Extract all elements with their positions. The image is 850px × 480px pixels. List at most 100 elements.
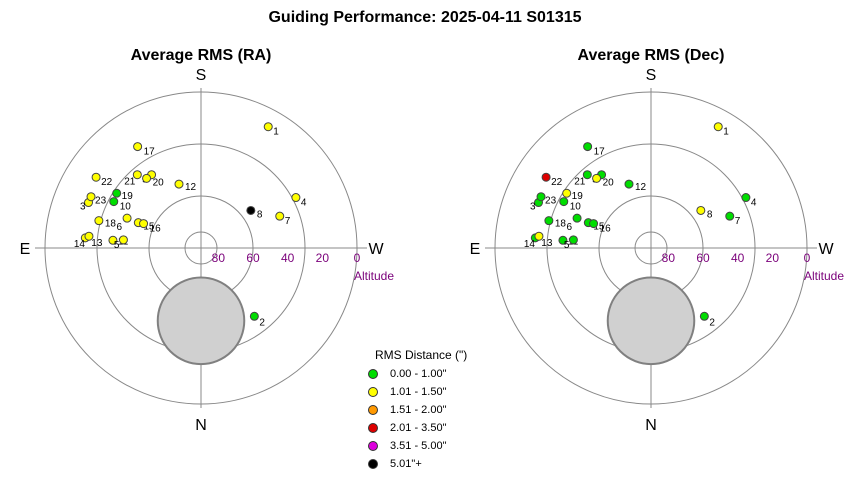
legend-item: 1.01 - 1.50" xyxy=(360,383,480,401)
data-point xyxy=(699,311,709,321)
data-point-label: 4 xyxy=(751,198,757,209)
direction-label-s: S xyxy=(196,67,207,84)
altitude-tick-label: 40 xyxy=(281,251,295,265)
data-point-label: 2 xyxy=(709,317,715,328)
data-point-label: 15 xyxy=(593,222,605,233)
data-point-label: 18 xyxy=(555,219,567,230)
data-point-label: 1 xyxy=(723,127,729,138)
data-point xyxy=(108,235,118,245)
data-point-label: 6 xyxy=(117,222,123,233)
data-point-label: 8 xyxy=(707,209,713,220)
data-point-label: 20 xyxy=(603,177,615,188)
data-point-label: 10 xyxy=(570,202,582,213)
data-point-label: 23 xyxy=(95,196,107,207)
data-point-label: 3 xyxy=(80,202,86,213)
data-point-label: 18 xyxy=(105,219,117,230)
direction-label-w: W xyxy=(368,241,384,258)
legend-swatch xyxy=(368,387,378,397)
data-point xyxy=(568,235,578,245)
data-point-label: 13 xyxy=(91,238,103,249)
data-point-label: 21 xyxy=(124,177,136,188)
legend-swatch xyxy=(368,369,378,379)
data-point-label: 7 xyxy=(735,216,741,227)
data-point-label: 5 xyxy=(114,240,120,251)
altitude-tick-label: 0 xyxy=(804,251,811,265)
legend-item-label: 2.01 - 3.50" xyxy=(390,422,447,434)
direction-label-n: N xyxy=(645,417,657,434)
legend-item-label: 5.01"+ xyxy=(390,458,422,470)
data-point-label: 10 xyxy=(120,202,132,213)
data-point-label: 23 xyxy=(545,196,557,207)
data-point xyxy=(589,219,599,229)
data-point xyxy=(263,122,273,132)
data-point xyxy=(246,205,256,215)
legend-item: 0.00 - 1.00" xyxy=(360,365,480,383)
data-point xyxy=(534,231,544,241)
altitude-tick-label: 80 xyxy=(662,251,676,265)
data-point-label: 16 xyxy=(150,224,162,235)
data-point xyxy=(713,122,723,132)
data-point xyxy=(725,211,735,221)
data-point xyxy=(91,172,101,182)
legend-item: 2.01 - 3.50" xyxy=(360,419,480,437)
legend-swatch xyxy=(368,405,378,415)
data-point xyxy=(275,211,285,221)
data-point xyxy=(583,142,593,152)
polar-chart-dec: Average RMS (Dec)SNE W80 60 40 20 0Altitude12… xyxy=(470,47,845,434)
data-point xyxy=(291,193,301,203)
data-point-label: 15 xyxy=(143,222,155,233)
data-point xyxy=(544,216,554,226)
panel-title: Average RMS (RA) xyxy=(131,47,272,64)
data-point xyxy=(112,188,122,198)
data-point-label: 19 xyxy=(572,191,584,202)
data-point-label: 2 xyxy=(259,317,265,328)
legend-item: 1.51 - 2.00" xyxy=(360,401,480,419)
altitude-axis-label: Altitude xyxy=(804,269,844,283)
obstruction-zone xyxy=(156,276,246,366)
legend-item-label: 3.51 - 5.00" xyxy=(390,440,447,452)
data-point xyxy=(142,173,152,183)
data-point xyxy=(624,179,634,189)
data-point xyxy=(249,311,259,321)
data-point-label: 19 xyxy=(122,191,134,202)
data-point-label: 14 xyxy=(74,239,86,250)
data-point xyxy=(122,213,132,223)
data-point xyxy=(559,197,569,207)
data-point-label: 16 xyxy=(600,224,612,235)
legend-item-label: 1.51 - 2.00" xyxy=(390,404,447,416)
data-point xyxy=(562,188,572,198)
data-point xyxy=(109,197,119,207)
altitude-axis-label: Altitude xyxy=(354,269,394,283)
data-point xyxy=(741,193,751,203)
polar-chart-ra: Average RMS (RA)SNE W80 60 40 20 0Altitude123… xyxy=(20,47,395,434)
data-point-label: 17 xyxy=(594,147,606,158)
data-point-label: 7 xyxy=(285,216,291,227)
data-point-label: 22 xyxy=(551,177,563,188)
data-point-label: 12 xyxy=(185,182,197,193)
legend-swatch xyxy=(368,441,378,451)
legend-item: 3.51 - 5.00" xyxy=(360,437,480,455)
legend-title: RMS Distance (") xyxy=(375,348,468,362)
legend-swatch xyxy=(368,459,378,469)
data-point xyxy=(174,179,184,189)
data-point-label: 14 xyxy=(524,239,536,250)
data-point-label: 22 xyxy=(101,177,113,188)
altitude-tick-label: 20 xyxy=(766,251,780,265)
altitude-tick-label: 60 xyxy=(246,251,260,265)
data-point xyxy=(94,216,104,226)
data-point xyxy=(541,172,551,182)
data-point xyxy=(582,170,592,180)
data-point-label: 5 xyxy=(564,240,570,251)
legend-item-label: 1.01 - 1.50" xyxy=(390,386,447,398)
data-point xyxy=(572,213,582,223)
legend-item: 5.01"+ xyxy=(360,455,480,473)
legend-item-label: 0.00 - 1.00" xyxy=(390,368,447,380)
data-point-label: 4 xyxy=(301,198,307,209)
direction-label-w: W xyxy=(818,241,834,258)
data-point-label: 13 xyxy=(541,238,553,249)
altitude-tick-label: 80 xyxy=(212,251,226,265)
direction-label-n: N xyxy=(195,417,207,434)
data-point xyxy=(84,231,94,241)
data-point xyxy=(536,192,546,202)
data-point-label: 1 xyxy=(273,127,279,138)
